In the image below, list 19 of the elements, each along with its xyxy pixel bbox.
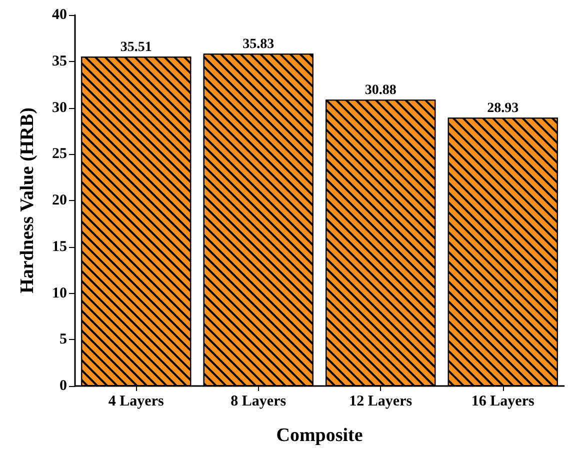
- y-axis-title: Hardness Value (HRB): [17, 108, 38, 294]
- y-tick-label: 5: [60, 332, 67, 348]
- x-tick-label: 16 Layers: [471, 394, 534, 410]
- y-tick-label: 20: [52, 192, 67, 208]
- y-tick-label: 35: [52, 53, 67, 70]
- data-label: 30.88: [364, 83, 396, 98]
- x-axis-title: Composite: [276, 425, 363, 446]
- data-label: 28.93: [487, 101, 519, 116]
- x-tick-label: 8 Layers: [230, 394, 286, 410]
- x-tick-label: 12 Layers: [349, 394, 412, 410]
- y-tick-label: 0: [60, 378, 67, 394]
- data-label: 35.83: [242, 37, 274, 52]
- data-label: 35.51: [120, 40, 152, 56]
- y-tick-label: 30: [52, 100, 67, 116]
- y-tick-label: 25: [52, 146, 67, 162]
- x-tick-label: 4 Layers: [108, 394, 164, 410]
- y-tick-label: 15: [52, 238, 67, 255]
- y-tick-label: 10: [52, 285, 67, 302]
- y-tick-label: 40: [52, 7, 67, 23]
